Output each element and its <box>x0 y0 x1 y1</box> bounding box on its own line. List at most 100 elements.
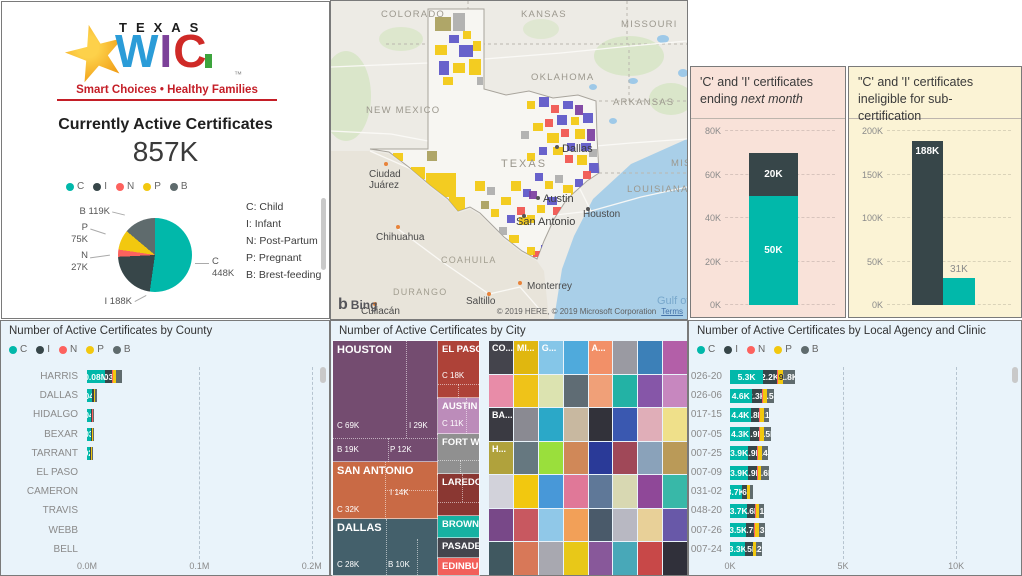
legend-item-P[interactable]: P <box>86 344 104 355</box>
bar-segment-P[interactable] <box>113 370 116 384</box>
legend-item-I[interactable]: I <box>724 344 738 355</box>
bar-segment-I[interactable]: 1.6K <box>741 484 747 499</box>
treemap-cell[interactable] <box>563 475 588 508</box>
treemap-cell[interactable]: H... <box>489 441 513 475</box>
bar-segment-B[interactable]: 1.2K <box>756 542 762 557</box>
treemap-cell[interactable] <box>538 374 563 408</box>
bar-segment-B[interactable]: 1.3K <box>758 523 765 538</box>
treemap-cell[interactable] <box>663 542 687 575</box>
treemap-cell[interactable] <box>563 374 588 408</box>
treemap-cell-el-paso[interactable]: EL PASO C 18K <box>437 340 480 399</box>
treemap-cell-dallas[interactable]: DALLAS C 28K B 10K <box>332 518 439 576</box>
bar-segment-P[interactable] <box>760 427 764 442</box>
bar-segment-C[interactable]: 4.6K <box>730 388 752 403</box>
bar-segment-B[interactable]: 1.1K <box>764 408 770 422</box>
bar-segment-I[interactable]: 188K <box>911 141 943 305</box>
bar-segment-I[interactable]: 20K <box>749 152 798 197</box>
bar-segment-P[interactable] <box>757 465 762 480</box>
bar-segment-I[interactable]: 1.8K <box>750 408 760 422</box>
bar-segment-C[interactable]: 50K <box>749 196 798 305</box>
treemap-cell[interactable] <box>513 441 538 475</box>
treemap-cell[interactable] <box>663 508 687 542</box>
bar-segment-B[interactable] <box>91 446 93 460</box>
bar-segment-P[interactable]: 0.9K <box>777 369 784 384</box>
bar-segment-P[interactable] <box>91 446 92 460</box>
bar-segment-N[interactable] <box>759 408 760 422</box>
bar-segment-C[interactable]: 4.3K <box>730 427 751 442</box>
treemap-cell-pasadena[interactable]: PASADENA <box>437 537 480 559</box>
bar-segment-N[interactable] <box>746 484 748 499</box>
treemap-cell[interactable] <box>663 374 687 408</box>
treemap-cell-houston[interactable]: HOUSTON C 69K I 29K B 19K P 12K <box>332 340 439 463</box>
treemap-cell-browns-[interactable]: BROWNS... <box>437 515 480 539</box>
treemap-cell[interactable] <box>663 475 687 508</box>
treemap-cell-laredo[interactable]: LAREDO <box>437 473 480 517</box>
bar-segment-C[interactable]: 3.7K <box>730 484 742 499</box>
treemap-cell-austin[interactable]: AUSTIN C 11K <box>437 397 480 435</box>
treemap-cell[interactable] <box>538 441 563 475</box>
legend-item-B[interactable]: B <box>800 344 819 355</box>
bing-logo[interactable]: b Bing <box>338 296 378 313</box>
legend-item-P[interactable]: P <box>774 344 792 355</box>
treemap-cell[interactable] <box>538 408 563 441</box>
bar-segment-P[interactable] <box>760 408 765 422</box>
certificates-pie-chart[interactable] <box>118 218 192 292</box>
bar-segment-B[interactable]: 1.4K <box>761 446 769 461</box>
treemap-cell[interactable] <box>613 542 638 575</box>
treemap-cell[interactable] <box>513 542 538 575</box>
legend-item-C[interactable]: C <box>66 181 84 192</box>
treemap-cell-san-antonio[interactable]: SAN ANTONIO I 14K C 32K <box>332 461 439 520</box>
bar-segment-I[interactable]: 1.7K <box>746 523 755 538</box>
scrollbar[interactable] <box>321 198 326 270</box>
bar-segment-C[interactable]: 3.5K <box>730 523 747 538</box>
treemap-cell[interactable] <box>489 508 513 542</box>
treemap-cell[interactable] <box>588 508 613 542</box>
bar-segment-P[interactable] <box>763 388 768 403</box>
bar-segment-I[interactable]: 2.3K <box>751 388 763 403</box>
legend-item-B[interactable]: B <box>169 181 188 192</box>
bar-segment-N[interactable] <box>759 427 760 442</box>
bing-map[interactable]: COLORADO KANSAS MISSOURI OKLAHOMA ARKANSAS NE… <box>331 1 687 319</box>
bar-segment-I[interactable]: 1.5K <box>745 542 753 557</box>
bar-segment-C[interactable]: 0.03M <box>87 427 91 441</box>
bar-segment-P[interactable] <box>752 542 757 557</box>
bar-segment-B[interactable] <box>95 389 97 403</box>
bar-segment-B[interactable]: 1.6K <box>761 465 769 480</box>
treemap-cell[interactable] <box>489 374 513 408</box>
terms-link[interactable]: Terms <box>661 307 683 316</box>
bar-segment-N[interactable] <box>93 389 95 403</box>
treemap-cell[interactable] <box>613 508 638 542</box>
bar-segment-B[interactable]: 1.1K <box>758 504 764 518</box>
bar-segment-I[interactable]: 1.9K <box>748 465 758 480</box>
bar-segment-N[interactable] <box>762 388 764 403</box>
bar-segment-N[interactable] <box>111 370 114 384</box>
legend-item-N[interactable]: N <box>747 344 765 355</box>
bar-segment-C[interactable]: 0.02M <box>87 446 90 460</box>
bar-segment-I[interactable] <box>91 408 93 422</box>
bar-segment-C[interactable]: 3.7K <box>730 504 748 518</box>
treemap-cell[interactable] <box>563 408 588 441</box>
treemap-cell[interactable] <box>538 542 563 575</box>
legend-item-N[interactable]: N <box>59 344 77 355</box>
bar-segment-P[interactable] <box>757 446 762 461</box>
treemap-cell[interactable] <box>538 475 563 508</box>
bar-segment-I[interactable]: 0.03M <box>105 370 112 384</box>
legend-item-B[interactable]: B <box>112 344 131 355</box>
bar-segment-I[interactable] <box>91 389 94 403</box>
bar-segment-I[interactable]: 1.9K <box>750 427 760 442</box>
bar-segment-C[interactable]: 3.9K <box>730 465 749 480</box>
treemap-cell[interactable] <box>588 408 613 441</box>
bar-segment-C[interactable]: 4.4K <box>730 408 751 422</box>
treemap-cell[interactable] <box>638 341 663 374</box>
bar-segment-B[interactable] <box>93 408 95 422</box>
treemap-cell[interactable] <box>513 408 538 441</box>
treemap-cell[interactable] <box>588 475 613 508</box>
bar-segment-P[interactable] <box>92 408 94 422</box>
bar-segment-I[interactable]: 1.9K <box>748 446 758 461</box>
bar-segment-I[interactable]: 2.2K <box>763 369 777 384</box>
treemap-cell[interactable]: CO... <box>489 341 513 374</box>
treemap-cell[interactable] <box>613 475 638 508</box>
treemap-cell[interactable] <box>588 374 613 408</box>
bar-segment-C[interactable] <box>942 278 976 305</box>
bar-segment-P[interactable] <box>94 389 96 403</box>
